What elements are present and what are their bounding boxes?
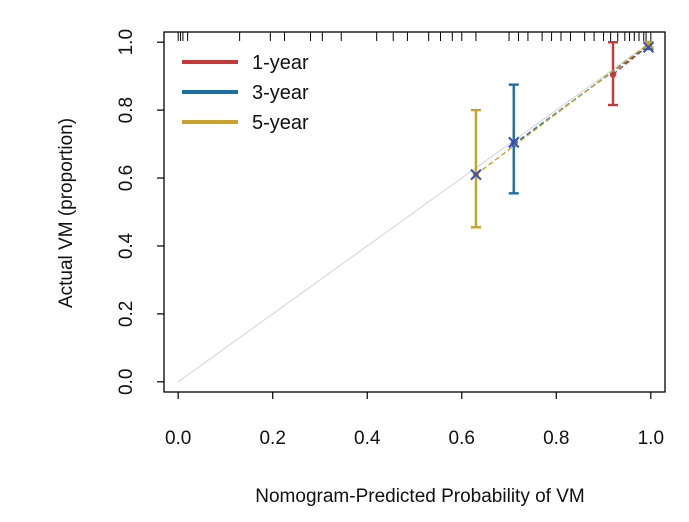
cross-marker (470, 168, 482, 181)
cross-marker-stroke (642, 41, 655, 53)
ideal-reference-line (177, 41, 652, 383)
x-tick-label: 0.0 (165, 428, 191, 449)
axes: 0.0 0.2 0.4 0.6 0.8 1.0 0.0 0.2 0.4 0.6 0.8 1.0 (116, 29, 666, 449)
legend-label-5-year: 5-year (252, 112, 309, 134)
y-tick-label: 0.6 (116, 165, 137, 191)
x-tick-label: 1.0 (638, 428, 664, 449)
y-tick-label: 0.8 (116, 97, 137, 123)
legend-label-1-year: 1-year (252, 52, 309, 74)
y-tick-label: 0.2 (116, 301, 137, 327)
legend: 1-year 3-year 5-year (182, 52, 309, 134)
cross-marker-stroke (508, 136, 520, 149)
plot-area (177, 40, 655, 383)
cross-marker (642, 41, 655, 53)
x-tick-label: 0.2 (259, 428, 285, 449)
series-line-5-year (475, 43, 649, 176)
y-tick-label: 0.0 (116, 369, 137, 395)
x-tick-label: 0.8 (543, 428, 569, 449)
y-axis-title: Actual VM (proportion) (56, 118, 77, 308)
y-tick-label: 1.0 (116, 29, 137, 55)
x-axis-title: Nomogram-Predicted Probability of VM (255, 486, 584, 507)
data-point-3-year (510, 140, 517, 148)
plot-border (163, 31, 666, 393)
x-tick-label: 0.6 (449, 428, 475, 449)
legend-label-3-year: 3-year (252, 82, 309, 104)
x-tick-label: 0.4 (354, 428, 381, 449)
cross-marker (508, 136, 520, 149)
y-tick-label: 0.4 (116, 232, 137, 259)
cross-marker-stroke (470, 168, 482, 181)
